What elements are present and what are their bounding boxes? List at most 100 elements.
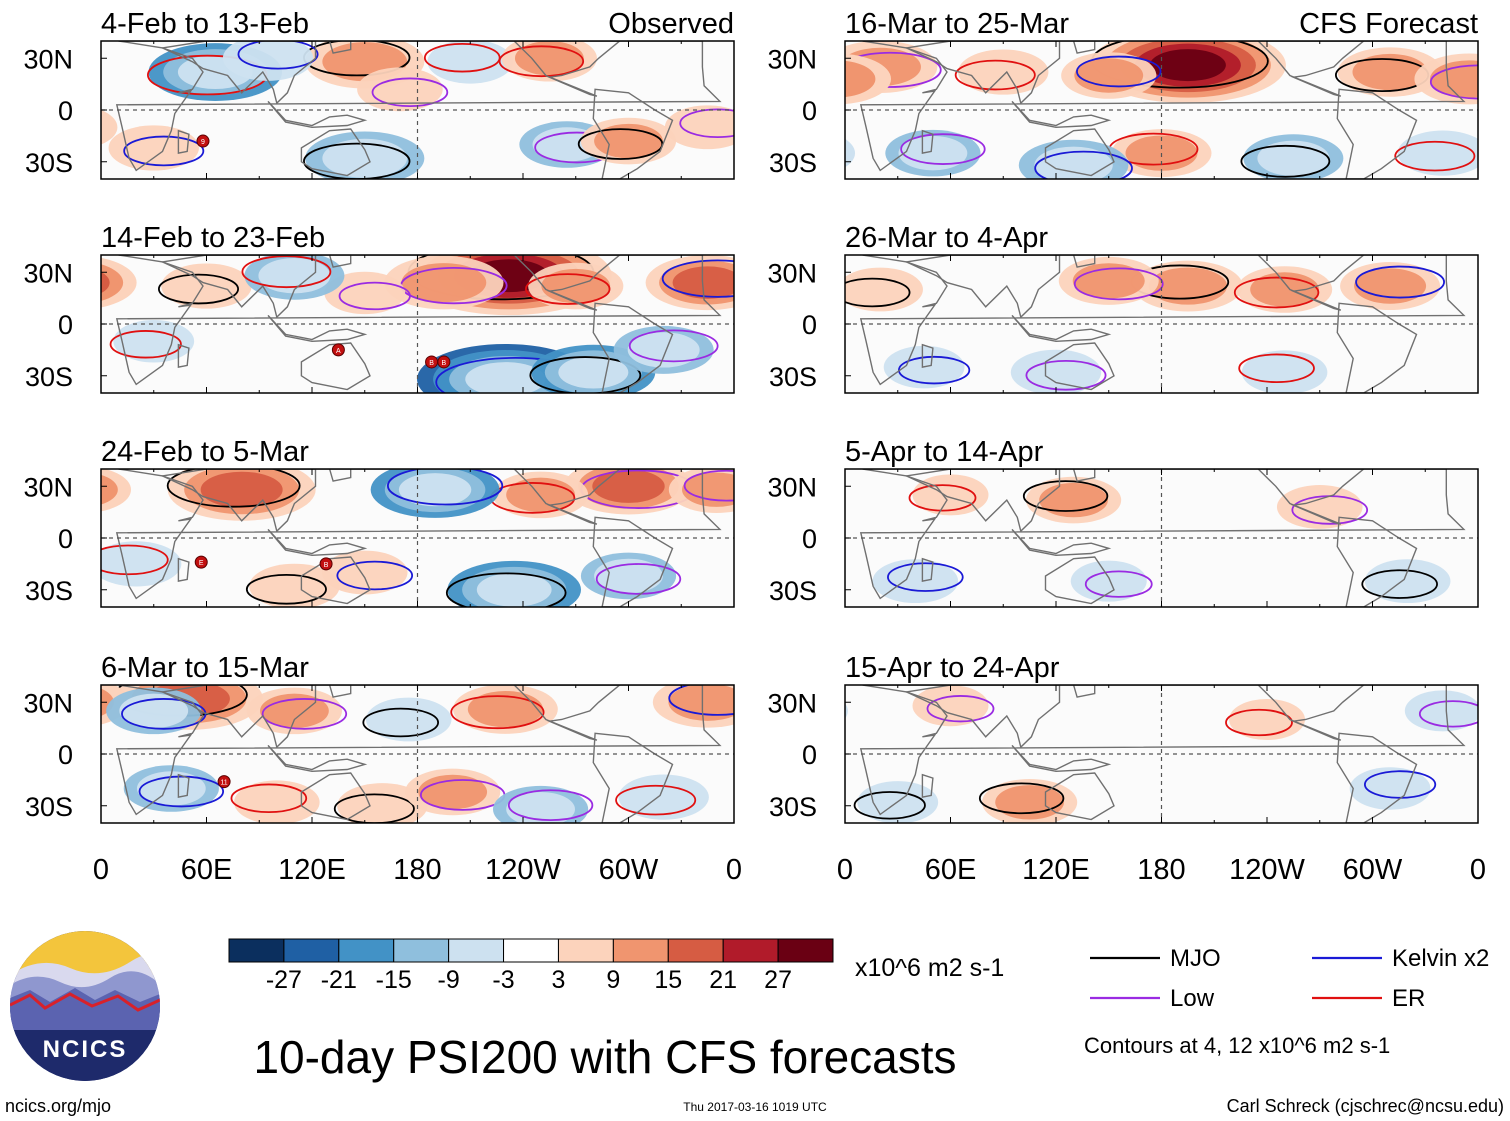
index-contour (1233, 276, 1320, 309)
coastline (859, 255, 1466, 386)
coastline (160, 41, 317, 105)
panel-field: 11 (101, 685, 734, 823)
panel-7: 30N 0 30S 5-Apr to 14-Apr (767, 436, 1479, 608)
y-tick-label: 30S (25, 576, 73, 606)
y-tick-label: 30N (767, 472, 817, 502)
storm-marker: A (331, 343, 345, 357)
x-tick-label: 180 (1137, 854, 1185, 886)
panel-period-title: 14-Feb to 23-Feb (101, 222, 325, 254)
anomaly-blob (467, 691, 544, 728)
y-tick-label: 30S (769, 362, 817, 392)
index-contour (336, 560, 414, 591)
anomaly-blob (1070, 560, 1147, 602)
storm-marker: E (194, 555, 208, 569)
anomaly-blob-wrap (101, 474, 118, 505)
index-contour (230, 783, 308, 814)
coastline (160, 469, 317, 533)
coastline (160, 685, 317, 749)
footer-timestamp: Thu 2017-03-16 1019 UTC (683, 1100, 827, 1114)
x-tick-label: 0 (93, 854, 109, 886)
y-tick-label: 0 (802, 740, 817, 770)
colorbar-tick-label: -21 (321, 966, 357, 994)
panel-field: 9 (101, 41, 734, 179)
index-contour (954, 59, 1036, 91)
index-contour (853, 791, 926, 820)
coastline (513, 685, 621, 741)
coastline (115, 685, 722, 816)
colorbar-tick-label: -27 (266, 966, 302, 994)
anomaly-blob (898, 135, 968, 171)
y-tick-label: 30N (767, 688, 817, 718)
coastline (115, 255, 722, 386)
index-contour (445, 572, 567, 607)
coastline (859, 685, 1466, 816)
anomaly-blob-wrap (845, 60, 876, 98)
panel-period-title: 4-Feb to 13-Feb (101, 8, 309, 40)
anomaly-blob (200, 471, 283, 508)
coastline (160, 255, 317, 319)
coastline (921, 129, 934, 154)
anomaly-blob (1397, 130, 1478, 176)
anomaly-blob (558, 356, 629, 389)
colorbar-tick-label: -9 (438, 966, 460, 994)
anomaly-blob-wrap (101, 110, 118, 145)
index-contour (166, 469, 301, 508)
index-contour (615, 784, 697, 816)
index-contour (362, 707, 440, 738)
index-contour (668, 685, 734, 716)
coastline (921, 343, 934, 368)
index-contour (237, 41, 319, 70)
index-contour (507, 789, 594, 822)
coastline (1072, 685, 1096, 698)
coastline (115, 41, 722, 172)
storm-label: E (199, 560, 204, 567)
anomaly-blob (401, 263, 487, 303)
index-contour (109, 330, 182, 359)
y-tick-label: 30N (767, 44, 817, 74)
anomaly-blob (668, 685, 734, 721)
coastline (592, 302, 674, 393)
panel-period-title: 24-Feb to 5-Mar (101, 436, 309, 468)
anomaly-blob (249, 563, 340, 607)
colorbar-tick-label: -15 (376, 966, 412, 994)
anomaly-blob-wrap (101, 264, 124, 301)
colorbar-tick-label: 27 (764, 966, 792, 994)
y-tick-label: 30N (767, 258, 817, 288)
coastline (1336, 302, 1418, 393)
x-tick-label: 120W (485, 854, 561, 886)
panel-field (845, 685, 1478, 823)
panel-8: 30N 0 30S 15-Apr to 24-Apr (767, 652, 1479, 824)
y-tick-label: 0 (802, 96, 817, 126)
coastline (177, 343, 190, 368)
colorbar-swatch (777, 938, 834, 963)
legend-item: Low (1090, 985, 1215, 1012)
index-contour (926, 695, 995, 723)
coastline (177, 773, 190, 798)
colorbar-tick-label: 15 (654, 966, 682, 994)
legend-item: Kelvin x2 (1312, 945, 1489, 972)
anomaly-blob (1149, 49, 1226, 82)
index-contour (1418, 700, 1478, 728)
coastline (1336, 516, 1418, 607)
y-tick-label: 0 (58, 310, 73, 340)
index-contour (387, 469, 504, 506)
index-contour (138, 775, 225, 808)
y-tick-label: 30S (25, 148, 73, 178)
coastline (300, 772, 371, 821)
coastline (328, 469, 352, 482)
colorbar-tick-label: -3 (492, 966, 514, 994)
anomaly-blob-wrap (101, 271, 110, 294)
coastline (859, 41, 1466, 172)
coastline (300, 128, 371, 177)
colorbar-tick-label: 9 (606, 966, 620, 994)
anomaly-blob (1364, 559, 1451, 604)
colorbar-tick-label: 3 (552, 966, 566, 994)
index-contour (683, 469, 734, 502)
panel-period-title: 15-Apr to 24-Apr (845, 652, 1060, 684)
x-tick-label: 60W (599, 854, 659, 886)
coastline (592, 88, 674, 179)
coastline (267, 528, 368, 557)
anomaly-blob (234, 780, 320, 823)
coastline (1044, 772, 1115, 821)
